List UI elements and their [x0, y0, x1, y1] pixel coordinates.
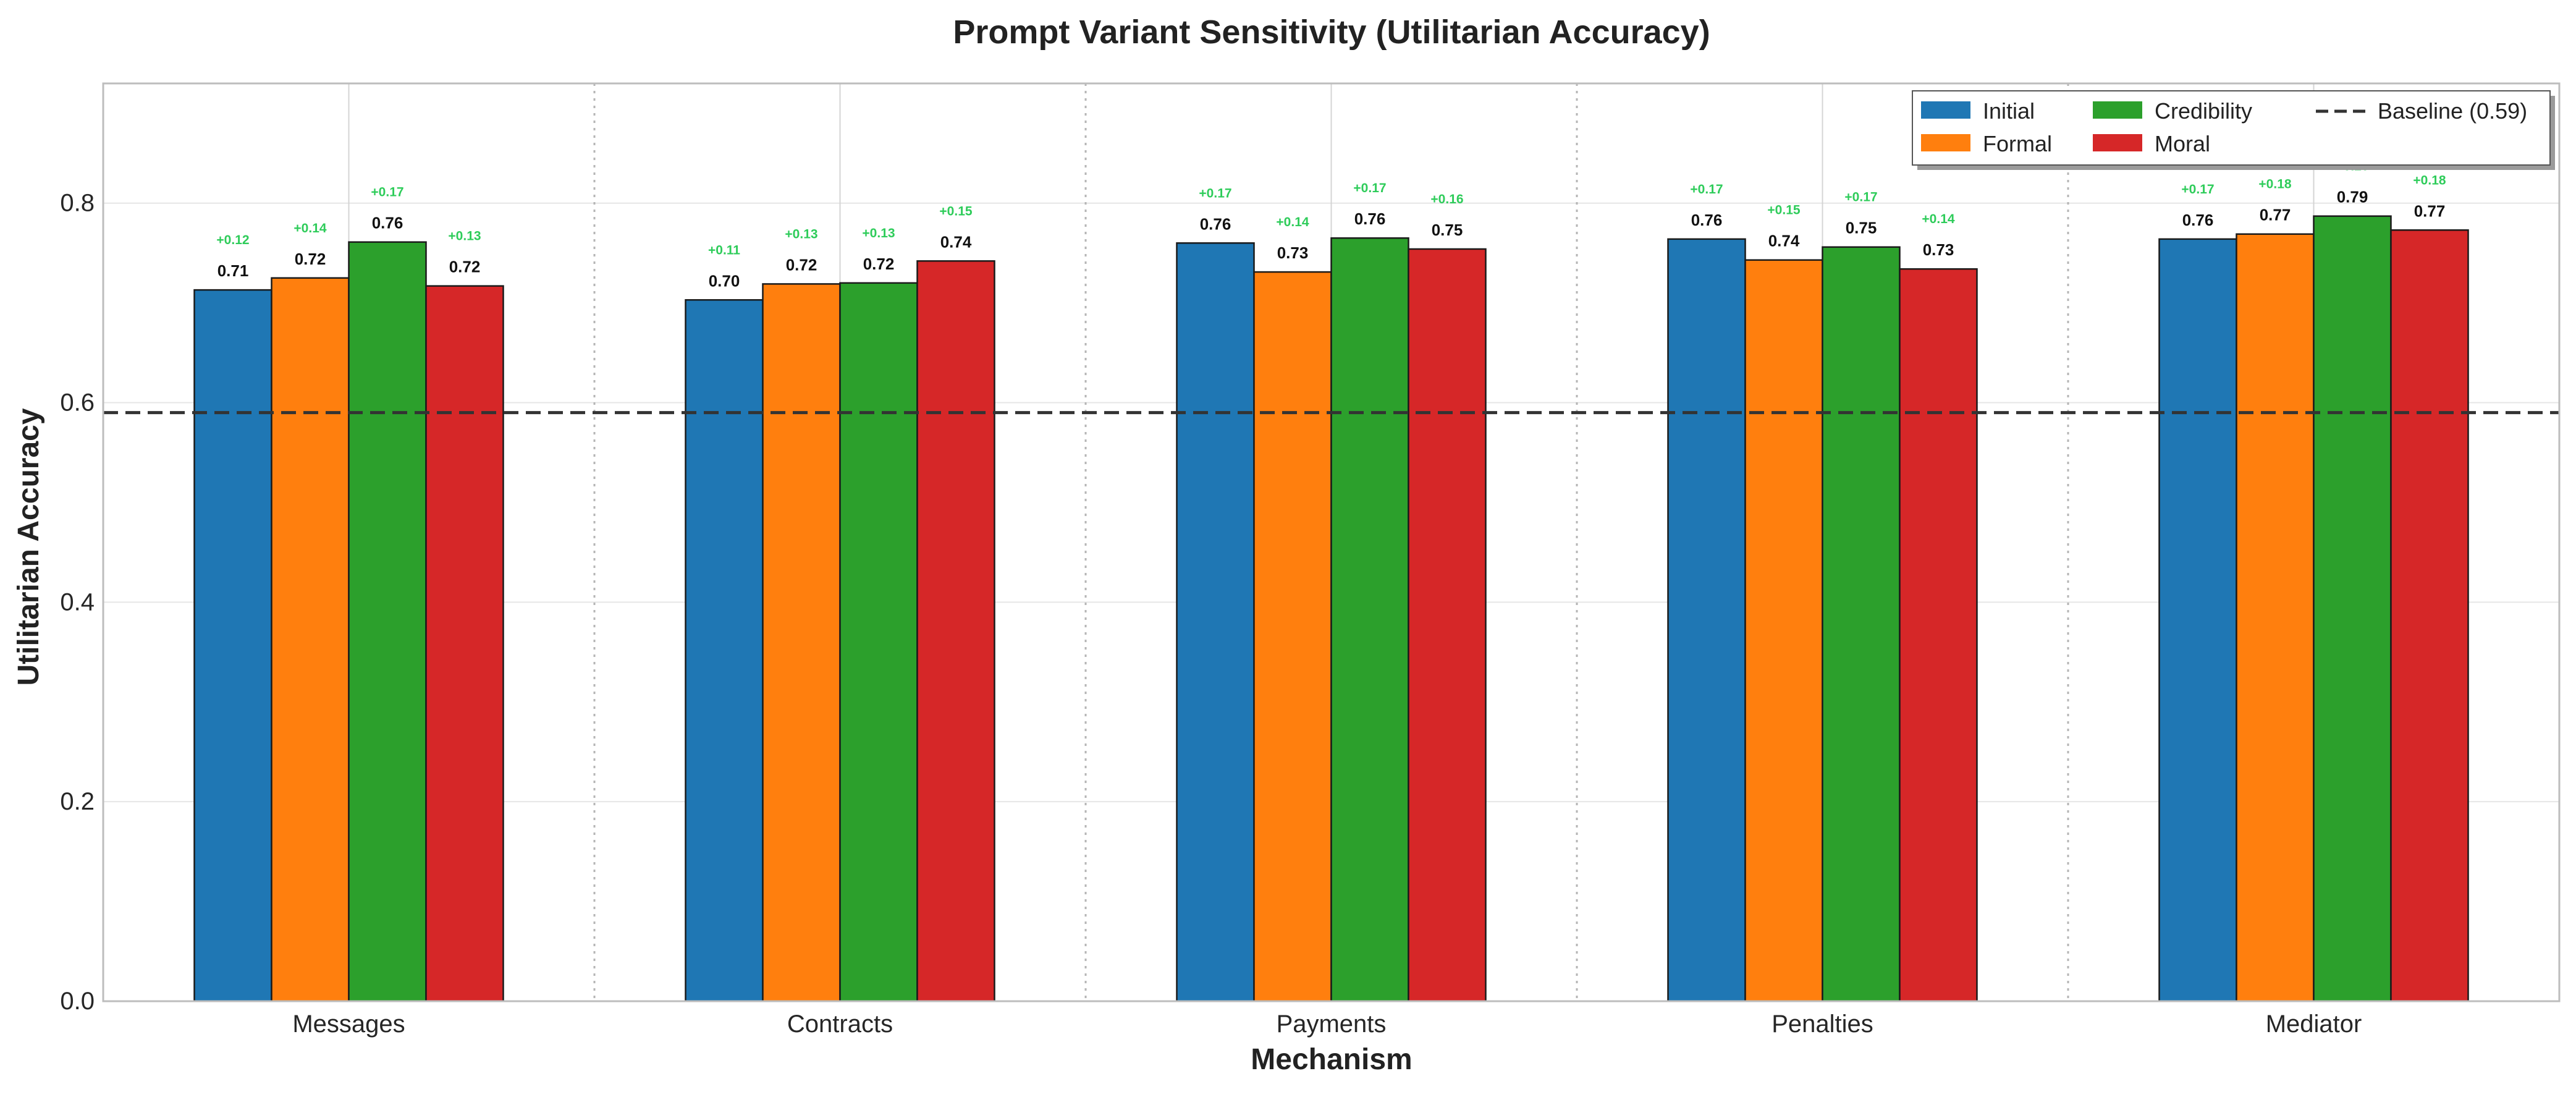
bar-value-label: 0.74	[1768, 232, 1800, 250]
bar-delta-label: +0.17	[1690, 182, 1723, 197]
bar-moral-penalties	[1899, 268, 1978, 1002]
bar-moral-payments	[1408, 248, 1487, 1002]
y-tick-label: 0.6	[60, 389, 95, 417]
x-tick-label: Contracts	[787, 1010, 893, 1038]
x-axis-title: Mechanism	[1251, 1043, 1412, 1076]
bar-delta-label: +0.17	[1844, 190, 1877, 205]
bar-initial-messages	[193, 289, 272, 1002]
bar-delta-label: +0.14	[1276, 215, 1309, 229]
legend-swatch-formal	[1921, 134, 1970, 151]
bar-value-label: 0.76	[372, 214, 403, 232]
bar-moral-mediator	[2390, 229, 2469, 1002]
y-tick-label: 0.2	[60, 788, 95, 815]
legend-label-baseline: Baseline (0.59)	[2378, 98, 2527, 124]
bar-moral-contracts	[916, 260, 995, 1002]
bar-value-label: 0.74	[940, 232, 972, 251]
bar-formal-penalties	[1744, 259, 1823, 1002]
bar-credibility-mediator	[2313, 215, 2392, 1002]
plot-frame	[102, 82, 2561, 1002]
bar-delta-label: +0.14	[293, 221, 326, 235]
bar-value-label: 0.72	[295, 250, 326, 268]
bar-delta-label: +0.14	[1922, 212, 1954, 226]
x-tick-label: Messages	[292, 1010, 405, 1038]
bar-delta-label: +0.11	[708, 243, 740, 257]
bar-credibility-contracts	[839, 282, 918, 1002]
bar-formal-contracts	[762, 283, 841, 1002]
bar-value-label: 0.71	[217, 261, 249, 280]
bar-value-label: 0.76	[1200, 214, 1231, 233]
legend-swatch-credibility	[2093, 101, 2142, 119]
bar-credibility-penalties	[1822, 246, 1901, 1002]
bar-delta-label: +0.13	[785, 227, 817, 241]
bar-delta-label: +0.13	[448, 229, 481, 244]
bar-delta-label: +0.18	[2258, 177, 2291, 192]
legend-swatch-moral	[2093, 134, 2142, 151]
bar-value-label: 0.75	[1846, 219, 1877, 237]
bar-value-label: 0.72	[863, 255, 895, 273]
bar-initial-contracts	[685, 299, 764, 1002]
legend-swatch-initial	[1921, 101, 1970, 119]
bar-initial-penalties	[1667, 238, 1746, 1002]
bar-initial-mediator	[2158, 238, 2237, 1002]
y-axis-title: Utilitarian Accuracy	[12, 408, 45, 685]
bar-formal-mediator	[2236, 233, 2315, 1002]
legend-label-credibility: Credibility	[2155, 98, 2252, 124]
bar-value-label: 0.79	[2337, 188, 2368, 206]
bar-value-label: 0.73	[1923, 240, 1954, 259]
x-tick-label: Penalties	[1772, 1010, 1873, 1038]
bar-delta-label: +0.15	[1767, 203, 1800, 218]
y-tick-label: 0.0	[60, 988, 95, 1015]
bar-value-label: 0.77	[2260, 206, 2291, 224]
bar-value-label: 0.77	[2414, 201, 2446, 220]
bar-moral-messages	[425, 285, 504, 1002]
bar-delta-label: +0.18	[2413, 173, 2446, 187]
bar-credibility-messages	[348, 241, 427, 1002]
legend: Initial Formal Credibility Moral Baseline (0…	[1912, 90, 2555, 170]
bar-value-label: 0.75	[1432, 221, 1463, 239]
bar-credibility-payments	[1330, 237, 1409, 1002]
legend-label-formal: Formal	[1983, 131, 2052, 156]
bar-delta-label: +0.17	[371, 185, 403, 200]
bar-value-label: 0.72	[449, 258, 481, 276]
bar-formal-messages	[271, 277, 350, 1002]
y-tick-label: 0.4	[60, 588, 95, 616]
chart-title: Prompt Variant Sensitivity (Utilitarian …	[953, 14, 1710, 51]
bar-initial-payments	[1176, 242, 1255, 1002]
bar-value-label: 0.72	[786, 255, 817, 274]
bar-value-label: 0.70	[709, 271, 740, 290]
bar-value-label: 0.76	[2182, 211, 2214, 229]
bar-delta-label: +0.13	[862, 226, 895, 240]
x-tick-label: Mediator	[2266, 1010, 2362, 1038]
y-tick-label: 0.8	[60, 190, 95, 217]
plot-area: 0.0 0.2 0.4 0.6 0.8 0.71 +0.12 0.70 +0.11 0.76 +0.…	[60, 82, 2561, 1038]
bar-delta-label: +0.12	[216, 233, 249, 247]
bar-delta-label: +0.15	[939, 204, 972, 218]
bar-formal-payments	[1253, 271, 1332, 1002]
x-tick-label: Payments	[1277, 1010, 1387, 1038]
bar-delta-label: +0.17	[1353, 181, 1386, 195]
legend-label-moral: Moral	[2155, 131, 2210, 156]
bar-delta-label: +0.17	[2181, 182, 2214, 197]
bar-value-label: 0.76	[1354, 210, 1386, 228]
bar-value-label: 0.73	[1277, 244, 1309, 262]
bar-delta-label: +0.16	[1430, 192, 1463, 206]
legend-box	[1912, 90, 2551, 166]
bar-delta-label: +0.17	[1199, 186, 1231, 200]
bar-value-label: 0.76	[1691, 211, 1723, 229]
legend-label-initial: Initial	[1983, 98, 2035, 124]
